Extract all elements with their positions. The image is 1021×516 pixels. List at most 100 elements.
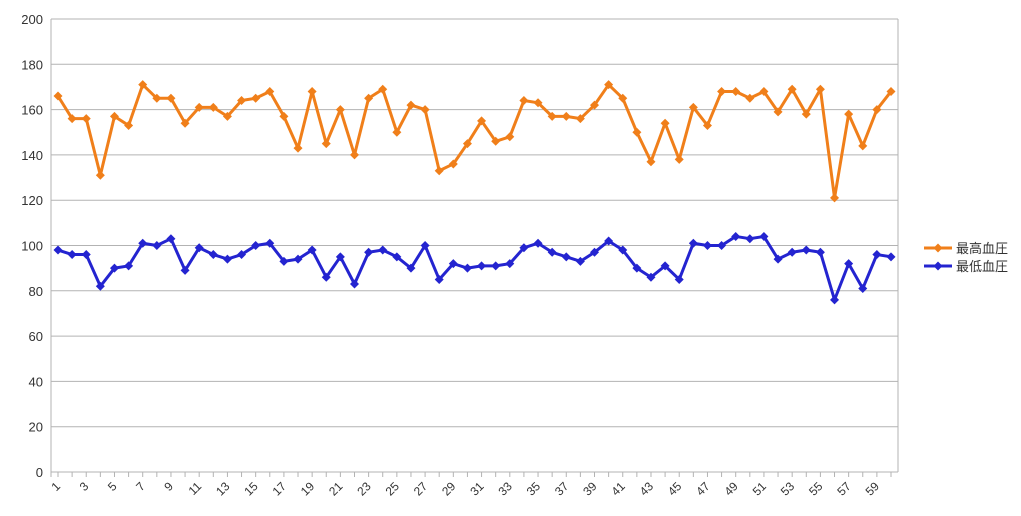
series-2: [53, 231, 896, 305]
data-point: [717, 86, 727, 96]
data-point: [773, 254, 783, 264]
data-point: [251, 241, 261, 250]
data-point: [745, 93, 755, 103]
data-point: [279, 256, 289, 266]
x-tick-label: 19: [298, 479, 318, 499]
x-tick-label: 31: [467, 479, 487, 499]
x-tick-label: 37: [552, 479, 572, 499]
y-tick-label: 100: [21, 239, 43, 254]
data-point: [335, 105, 345, 115]
data-point: [731, 86, 741, 96]
data-point: [660, 261, 670, 271]
data-point: [533, 238, 543, 248]
data-point: [844, 259, 854, 269]
x-tick-label: 45: [665, 479, 685, 499]
data-point: [95, 170, 105, 180]
data-point: [180, 118, 190, 128]
data-point: [801, 109, 811, 119]
data-point: [702, 241, 712, 250]
data-point: [448, 259, 458, 269]
data-point: [547, 247, 557, 257]
x-tick-label: 21: [326, 479, 346, 499]
data-point: [194, 243, 204, 253]
data-point: [717, 241, 727, 250]
data-point: [364, 93, 374, 103]
x-tick-label: 7: [133, 479, 148, 494]
data-point: [222, 111, 232, 121]
data-point: [420, 241, 430, 250]
data-point: [674, 274, 684, 284]
data-point: [759, 231, 769, 241]
data-point: [124, 261, 134, 271]
data-point: [95, 281, 105, 291]
grid-lines: [51, 18, 899, 473]
data-point: [674, 154, 684, 164]
x-tick-label: 57: [834, 479, 854, 499]
data-point: [138, 80, 148, 90]
series-line: [56, 83, 893, 200]
data-point: [152, 241, 162, 250]
x-tick-label: 51: [750, 479, 770, 499]
data-point: [815, 247, 825, 257]
y-tick-label: 160: [21, 103, 43, 118]
data-point: [660, 118, 670, 128]
data-point: [67, 114, 77, 124]
data-point: [53, 91, 63, 101]
data-point: [349, 150, 359, 160]
data-point: [505, 132, 515, 142]
x-tick-label: 11: [186, 479, 205, 498]
x-tick-label: 33: [496, 479, 516, 499]
data-point: [646, 272, 656, 282]
data-point: [519, 243, 529, 253]
data-point: [575, 114, 585, 124]
data-point: [392, 252, 402, 262]
data-point: [830, 295, 840, 305]
data-point: [801, 245, 811, 255]
x-tick-label: 29: [439, 479, 459, 499]
data-point: [561, 252, 571, 262]
x-tick-label: 47: [693, 479, 713, 499]
data-point: [759, 86, 769, 96]
x-tick-label: 43: [637, 479, 657, 499]
data-point: [830, 193, 840, 203]
y-tick-label: 0: [36, 465, 43, 480]
data-point: [561, 111, 571, 121]
data-point: [787, 247, 797, 257]
data-point: [180, 265, 190, 275]
data-point: [81, 250, 91, 260]
data-point: [745, 234, 755, 244]
data-point: [477, 116, 487, 126]
data-point: [349, 279, 359, 289]
x-tick-label: 55: [806, 479, 826, 499]
data-point: [886, 252, 896, 262]
data-series: [53, 80, 896, 305]
data-point: [618, 93, 628, 103]
data-point: [477, 261, 487, 271]
data-point: [406, 100, 416, 110]
data-point: [265, 238, 275, 248]
data-point: [237, 96, 247, 106]
data-point: [194, 102, 204, 112]
series-1: [53, 80, 896, 203]
data-point: [505, 259, 515, 269]
data-point: [533, 98, 543, 108]
legend-label: 最高血圧: [956, 241, 1008, 256]
data-point: [392, 127, 402, 137]
data-point: [632, 127, 642, 137]
data-point: [844, 109, 854, 119]
data-point: [364, 247, 374, 257]
x-tick-label: 1: [48, 479, 63, 494]
data-point: [293, 254, 303, 264]
data-point: [237, 250, 247, 260]
data-point: [138, 238, 148, 248]
data-point: [519, 96, 529, 106]
x-tick-label: 49: [721, 479, 741, 499]
data-point: [731, 231, 741, 241]
data-point: [604, 80, 614, 90]
data-point: [208, 102, 218, 112]
data-point: [618, 245, 628, 255]
data-point: [872, 105, 882, 115]
x-tick-label: 27: [411, 479, 431, 499]
